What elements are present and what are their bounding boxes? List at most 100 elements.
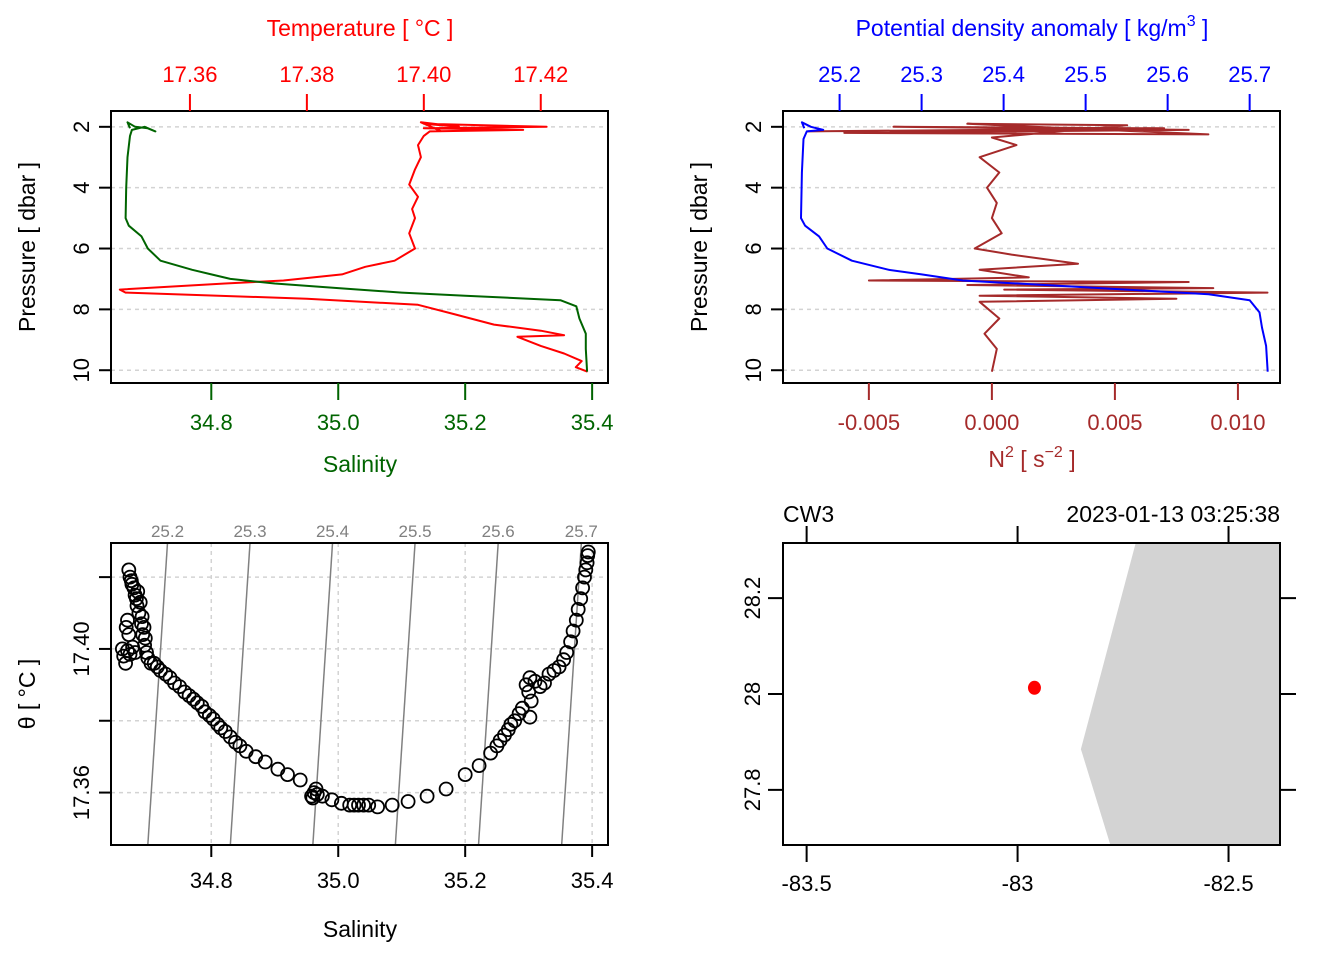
data-point bbox=[123, 573, 139, 589]
data-point bbox=[213, 720, 229, 736]
data-point bbox=[189, 695, 205, 711]
x-tick-label: -82.5 bbox=[1203, 871, 1253, 896]
bottom-tick-label: 0.010 bbox=[1210, 410, 1265, 435]
data-point bbox=[537, 675, 552, 691]
isopycnal-label: 25.4 bbox=[316, 522, 349, 541]
isopycnal-line bbox=[229, 543, 251, 845]
ts-diagram: 25.2 25.3 25.4 25.5 25.6 25.7 34.8 35.0 35.2 35.… bbox=[14, 522, 614, 942]
land-polygon bbox=[1080, 543, 1280, 845]
y-tick-label: 17.36 bbox=[69, 765, 94, 820]
data-point bbox=[121, 627, 137, 642]
data-point bbox=[438, 781, 454, 797]
data-point bbox=[172, 679, 188, 694]
data-point bbox=[127, 645, 143, 660]
x-tick-label: -83.5 bbox=[782, 871, 832, 896]
data-point bbox=[565, 623, 581, 639]
data-point bbox=[118, 620, 134, 635]
data-point bbox=[201, 708, 217, 723]
isopycnal-label: 25.3 bbox=[233, 522, 266, 541]
data-point bbox=[136, 620, 152, 635]
plot-area bbox=[118, 121, 589, 373]
top-tick-label: 17.36 bbox=[162, 62, 217, 87]
bottom-tick-label: 0.005 bbox=[1087, 410, 1142, 435]
bottom-tick-label: 34.8 bbox=[190, 410, 233, 435]
data-point bbox=[120, 612, 135, 628]
top-tick-label: 25.5 bbox=[1064, 62, 1107, 87]
series-salinity bbox=[124, 121, 589, 372]
data-point bbox=[351, 797, 366, 813]
data-point bbox=[471, 758, 487, 773]
top-tick-label: 25.6 bbox=[1146, 62, 1189, 87]
data-point bbox=[577, 569, 592, 585]
isopycnal-line bbox=[477, 543, 499, 845]
superscript: 2 bbox=[1005, 444, 1014, 461]
left-axis-title: Pressure [ dbar ] bbox=[686, 162, 712, 332]
density-n2-profile: 2 4 6 8 10 25.2 25.3 25.4 25.5 25.6 25.7 -0.005 0.00… bbox=[686, 13, 1281, 472]
data-point bbox=[400, 794, 416, 809]
station-map: -83.5 -83 -82.5 27.8 28 28.2 CW3 2023-01-13 0… bbox=[740, 501, 1296, 896]
left-axis-title: Pressure [ dbar ] bbox=[14, 162, 40, 332]
y-tick-label: 17.40 bbox=[69, 621, 94, 676]
data-point bbox=[280, 767, 295, 782]
y-tick-label: 10 bbox=[69, 358, 94, 382]
top-tick-label: 25.3 bbox=[900, 62, 943, 87]
axes: 34.8 35.0 35.2 35.4 17.36 17.40 bbox=[69, 576, 614, 893]
data-point bbox=[177, 684, 193, 700]
data-point bbox=[134, 609, 150, 624]
data-point bbox=[457, 767, 473, 782]
data-point bbox=[527, 673, 543, 689]
data-point bbox=[556, 652, 571, 668]
data-point bbox=[132, 594, 148, 610]
isopycnal-line bbox=[560, 543, 583, 845]
isopycnal-line bbox=[394, 543, 416, 845]
y-tick-label: 2 bbox=[69, 121, 94, 133]
data-point bbox=[522, 709, 538, 725]
bottom-tick-label: -0.005 bbox=[838, 410, 900, 435]
isopycnal-label: 25.7 bbox=[565, 522, 598, 541]
data-point bbox=[551, 659, 567, 675]
data-point bbox=[514, 700, 530, 716]
data-point bbox=[305, 790, 321, 806]
top-axis-title: Temperature [ °C ] bbox=[267, 15, 454, 41]
data-point bbox=[361, 797, 377, 813]
data-point bbox=[419, 788, 435, 804]
data-point bbox=[507, 713, 523, 729]
station-marker bbox=[1027, 680, 1041, 695]
bottom-axis-title: N2 [ s−2 ] bbox=[988, 444, 1075, 472]
units-close: ] bbox=[1063, 446, 1076, 472]
data-point bbox=[257, 754, 273, 770]
data-point bbox=[292, 772, 308, 788]
plot-area bbox=[115, 544, 596, 815]
isopycnal-label: 25.2 bbox=[151, 522, 184, 541]
x-tick-label: -83 bbox=[1002, 871, 1034, 896]
plot-frame bbox=[110, 542, 609, 846]
data-point bbox=[121, 562, 137, 578]
data-point bbox=[570, 602, 586, 617]
y-tick-label: 8 bbox=[741, 303, 766, 315]
x-tick-label: 35.4 bbox=[571, 868, 614, 893]
plot-area bbox=[800, 121, 1269, 372]
x-axis-title: Salinity bbox=[323, 916, 398, 942]
data-point bbox=[126, 580, 142, 596]
top-tick-label: 25.4 bbox=[982, 62, 1025, 87]
data-point bbox=[137, 630, 153, 646]
isopycnal-labels: 25.2 25.3 25.4 25.5 25.6 25.7 bbox=[151, 522, 598, 541]
top-axis-title-main: Potential density anomaly [ kg/m bbox=[856, 15, 1187, 41]
data-point bbox=[384, 797, 400, 813]
y-tick-label: 6 bbox=[69, 242, 94, 254]
top-axis-title-end: ] bbox=[1196, 15, 1209, 41]
data-point bbox=[158, 666, 174, 682]
data-point bbox=[217, 724, 233, 739]
x-tick-label: 35.0 bbox=[317, 868, 360, 893]
top-tick-label: 17.38 bbox=[279, 62, 334, 87]
data-point bbox=[503, 716, 519, 732]
bottom-axis-title: Salinity bbox=[323, 451, 398, 477]
station-time: 2023-01-13 03:25:38 bbox=[1066, 501, 1280, 527]
x-tick-label: 35.2 bbox=[444, 868, 487, 893]
series-temperature bbox=[118, 121, 588, 373]
top-axis-title: Potential density anomaly [ kg/m3 ] bbox=[856, 13, 1209, 41]
isopycnal-label: 25.5 bbox=[398, 522, 431, 541]
y-tick-label: 6 bbox=[741, 242, 766, 254]
data-point bbox=[573, 591, 589, 607]
grid bbox=[111, 126, 608, 371]
